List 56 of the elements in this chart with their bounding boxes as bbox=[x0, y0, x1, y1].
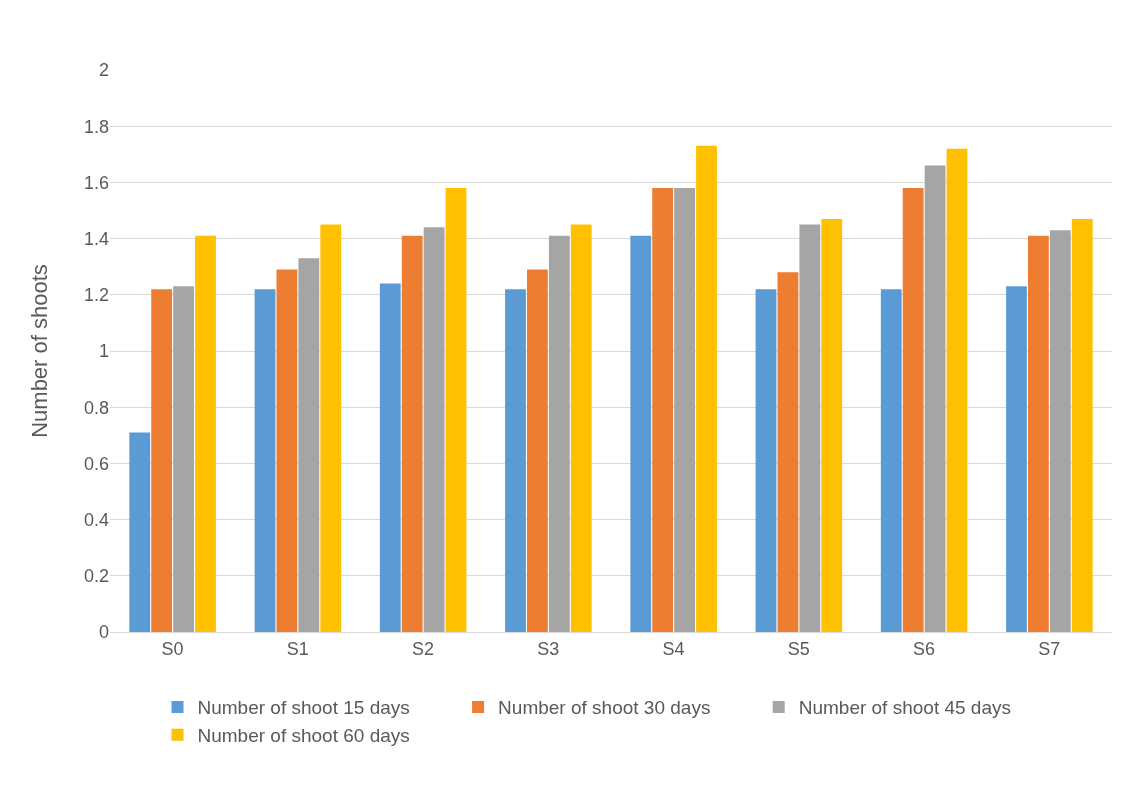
bar bbox=[1006, 286, 1027, 632]
x-tick-label: S5 bbox=[787, 638, 810, 659]
y-tick-label: 0.6 bbox=[83, 453, 109, 474]
legend-label: Number of shoot 30 days bbox=[498, 697, 711, 719]
x-tick-label: S2 bbox=[412, 638, 435, 659]
bar bbox=[276, 269, 298, 632]
x-tick-label: S6 bbox=[913, 638, 936, 659]
bar bbox=[254, 289, 276, 632]
bar bbox=[652, 188, 674, 632]
y-tick-label: 0.8 bbox=[83, 397, 109, 418]
bar bbox=[630, 235, 652, 632]
bar bbox=[423, 227, 445, 632]
bar bbox=[505, 289, 526, 632]
bar bbox=[946, 148, 968, 632]
legend-label: Number of shoot 15 days bbox=[197, 697, 410, 719]
bar bbox=[151, 289, 173, 632]
bar bbox=[379, 283, 401, 632]
bar bbox=[696, 145, 717, 632]
y-tick-label: 0 bbox=[98, 622, 109, 643]
y-tick-label: 1.6 bbox=[83, 172, 109, 193]
bar bbox=[755, 289, 777, 632]
bar bbox=[821, 218, 843, 632]
x-tick-label: S3 bbox=[537, 638, 560, 659]
bar bbox=[298, 258, 320, 632]
y-tick-label: 2 bbox=[98, 60, 109, 81]
bar bbox=[195, 235, 216, 632]
y-axis-title: Number of shoots bbox=[26, 264, 52, 438]
y-tick-label: 1 bbox=[98, 341, 109, 362]
bar bbox=[548, 235, 570, 632]
bar bbox=[674, 188, 695, 632]
bar bbox=[129, 432, 151, 632]
legend-label: Number of shoot 45 days bbox=[798, 697, 1011, 719]
y-tick-label: 0.4 bbox=[83, 509, 109, 530]
y-tick-label: 1.8 bbox=[83, 116, 109, 137]
bar bbox=[1071, 218, 1093, 632]
x-tick-label: S1 bbox=[286, 638, 309, 659]
bar bbox=[777, 272, 799, 632]
bar bbox=[401, 235, 423, 632]
y-tick-label: 0.2 bbox=[83, 566, 109, 587]
bar bbox=[445, 188, 467, 632]
x-tick-label: S0 bbox=[161, 638, 184, 659]
legend-label: Number of shoot 60 days bbox=[197, 725, 410, 747]
bar bbox=[799, 224, 821, 632]
x-tick-label: S4 bbox=[662, 638, 685, 659]
bar bbox=[1028, 235, 1049, 632]
bar bbox=[924, 165, 946, 632]
y-tick-label: 1.4 bbox=[83, 228, 109, 249]
bar bbox=[173, 286, 194, 632]
y-tick-label: 1.2 bbox=[83, 285, 109, 306]
bar bbox=[320, 224, 342, 632]
x-tick-label: S7 bbox=[1038, 638, 1061, 659]
bar bbox=[570, 224, 592, 632]
bar bbox=[880, 289, 902, 632]
bar bbox=[527, 269, 548, 632]
bar bbox=[902, 188, 924, 632]
bar bbox=[1049, 230, 1071, 632]
